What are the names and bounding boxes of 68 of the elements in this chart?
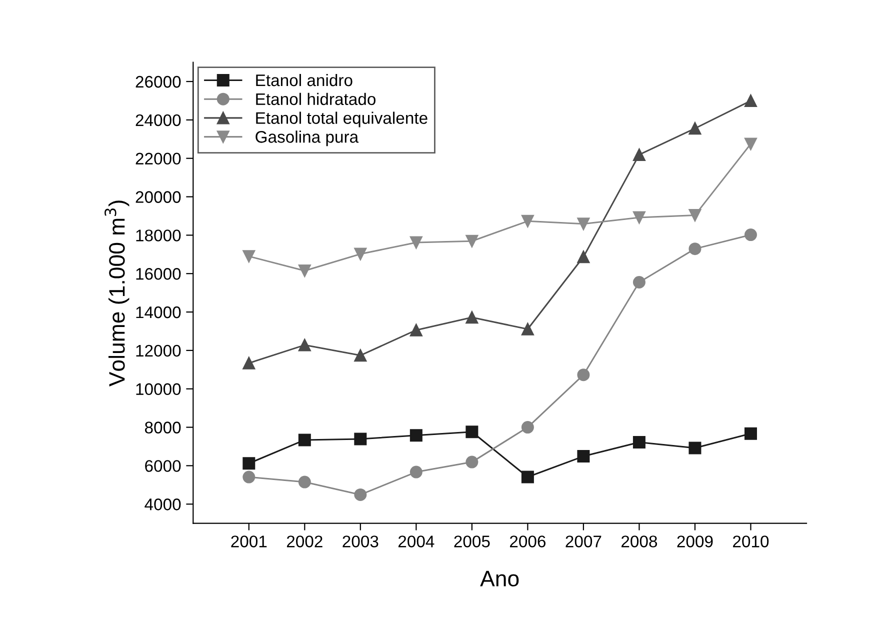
x-tick-label: 2010 [733, 536, 769, 548]
point [354, 349, 367, 362]
point [577, 368, 590, 382]
point [744, 138, 757, 150]
point [466, 456, 478, 468]
y-tick-label: 12000 [136, 344, 181, 357]
point [298, 476, 311, 488]
point [354, 248, 367, 260]
point [298, 434, 311, 446]
x-tick-label: 2005 [454, 536, 490, 548]
point [521, 421, 534, 434]
point [688, 122, 702, 135]
x-tick-label: 2009 [677, 536, 713, 548]
point [298, 338, 311, 352]
y-tick-label: 26000 [136, 76, 181, 88]
point [521, 214, 534, 228]
legend-label: Gasolina pura [256, 130, 359, 146]
x-tick-label: 2003 [342, 536, 378, 548]
x-tick-label: 2004 [398, 536, 434, 548]
y-tick-label: 24000 [136, 114, 181, 126]
point [242, 356, 256, 370]
point [688, 242, 702, 256]
point [410, 429, 422, 442]
y-tick-label: 20000 [136, 191, 181, 203]
point [521, 322, 534, 336]
point [744, 228, 757, 242]
legend-label: Etanol anidro [256, 74, 352, 86]
y-tick-label: 10000 [136, 383, 181, 396]
y-tick-label: 8000 [144, 422, 181, 434]
point [298, 264, 311, 277]
y-tick-label: 16000 [136, 268, 181, 280]
x-tick-label: 2001 [231, 536, 267, 548]
x-tick-label: 2008 [622, 536, 658, 548]
x-tick-label: 2006 [510, 536, 546, 548]
point [242, 250, 256, 263]
point [242, 470, 256, 484]
x-axis-title: Ano [480, 570, 519, 586]
point [632, 436, 646, 449]
point [354, 488, 367, 501]
point [242, 457, 256, 470]
point [577, 218, 590, 230]
y-tick-label: 4000 [144, 498, 181, 510]
y-tick-label: 6000 [145, 460, 181, 472]
point [744, 427, 757, 440]
x-tick-label: 2007 [566, 536, 602, 548]
point [744, 94, 757, 107]
point [632, 276, 646, 288]
point [688, 208, 702, 222]
point [410, 236, 422, 249]
legend-label: Etanol hidratado [256, 92, 376, 106]
point [577, 450, 590, 463]
y-tick-label: 18000 [136, 230, 181, 242]
point [466, 234, 478, 248]
point [466, 311, 478, 324]
point [410, 324, 422, 336]
point [632, 148, 646, 161]
legend-label: Etanol total equivalente [256, 112, 428, 128]
y-axis-title: Volume (1.000 m$^{3}$) [104, 200, 130, 386]
point [354, 432, 367, 446]
point [688, 442, 702, 454]
point [410, 466, 422, 478]
point [521, 470, 534, 484]
y-tick-label: 22000 [136, 152, 181, 165]
y-tick-label: 14000 [136, 306, 181, 318]
x-tick-label: 2002 [286, 536, 322, 548]
point [466, 426, 478, 438]
point [632, 211, 646, 224]
point [577, 250, 590, 264]
